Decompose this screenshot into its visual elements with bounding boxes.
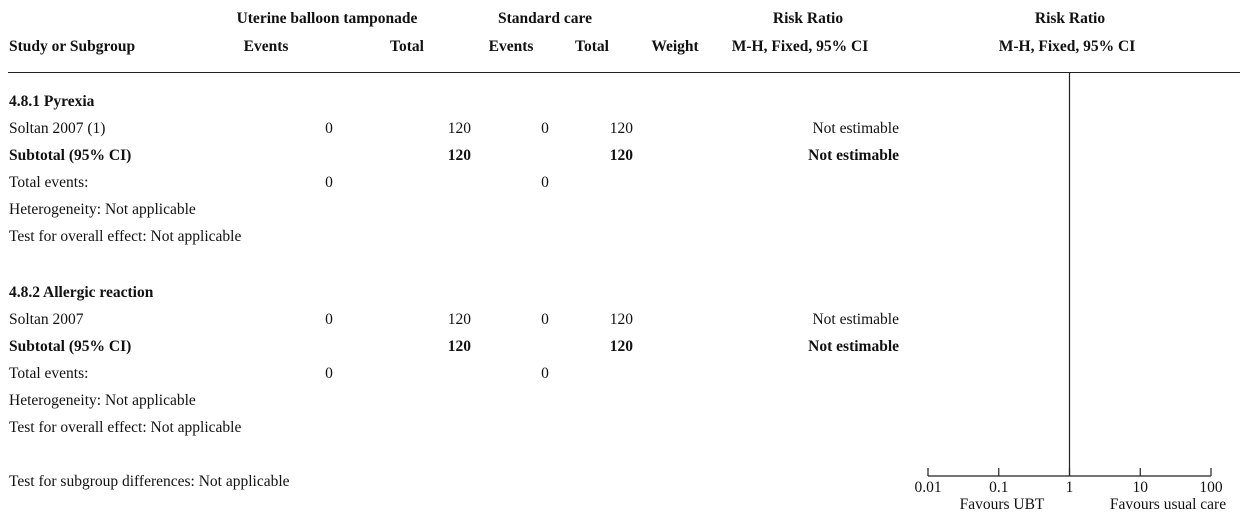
weight-column-header: Weight: [651, 38, 699, 55]
x-tick-label: 10: [1133, 479, 1149, 496]
total-events2: 0: [541, 174, 549, 191]
overall-effect-text: Test for overall effect: Not applicable: [9, 228, 242, 245]
study-effect: Not estimable: [812, 311, 899, 328]
study-total1: 120: [447, 120, 471, 137]
x-tick-label: 100: [1199, 479, 1223, 496]
study-events1: 0: [325, 311, 333, 328]
favours-left-label: Favours UBT: [959, 496, 1045, 513]
subtotal-total2: 120: [609, 147, 633, 164]
study-total1: 120: [447, 311, 471, 328]
study-events1: 0: [325, 120, 333, 137]
x-tick-label: 0.1: [989, 479, 1008, 496]
study-total2: 120: [609, 120, 633, 137]
subtotal-total2: 120: [609, 338, 633, 355]
overall-effect-text: Test for overall effect: Not applicable: [9, 419, 242, 436]
subgroup-title: 4.8.2 Allergic reaction: [9, 284, 154, 301]
study-name: Soltan 2007 (1): [9, 120, 106, 137]
study-effect: Not estimable: [812, 120, 899, 137]
total1-column-header: Total: [390, 38, 424, 55]
study-total2: 120: [609, 311, 633, 328]
subgroup-differences-text: Test for subgroup differences: Not appli…: [9, 473, 290, 490]
total-events1: 0: [325, 365, 333, 382]
subtotal-effect: Not estimable: [808, 147, 899, 164]
subgroup-title: 4.8.1 Pyrexia: [9, 93, 95, 110]
favours-right-label: Favours usual care: [1109, 496, 1227, 513]
group1-header: Uterine balloon tamponade: [236, 10, 418, 27]
subtotal-label: Subtotal (95% CI): [9, 338, 132, 355]
heterogeneity-text: Heterogeneity: Not applicable: [9, 201, 196, 218]
risk-ratio-plot-method-header: M-H, Fixed, 95% CI: [998, 38, 1136, 55]
x-tick-label: 1: [1066, 479, 1074, 496]
heterogeneity-text: Heterogeneity: Not applicable: [9, 392, 196, 409]
events1-column-header: Events: [243, 38, 289, 55]
total-events1: 0: [325, 174, 333, 191]
study-name: Soltan 2007: [9, 311, 84, 328]
risk-ratio-plot-header: Risk Ratio: [1034, 10, 1106, 27]
group2-header: Standard care: [497, 10, 593, 27]
subtotal-total1: 120: [447, 147, 471, 164]
x-tick-label: 0.01: [914, 479, 941, 496]
events2-column-header: Events: [488, 38, 534, 55]
study-events2: 0: [541, 311, 549, 328]
header-divider: [8, 72, 1240, 73]
total-events-label: Total events:: [9, 174, 89, 191]
total-events-label: Total events:: [9, 365, 89, 382]
subtotal-label: Subtotal (95% CI): [9, 147, 132, 164]
subtotal-total1: 120: [447, 338, 471, 355]
risk-ratio-method-header: M-H, Fixed, 95% CI: [731, 38, 869, 55]
total-events2: 0: [541, 365, 549, 382]
study-events2: 0: [541, 120, 549, 137]
total2-column-header: Total: [575, 38, 609, 55]
subtotal-effect: Not estimable: [808, 338, 899, 355]
study-column-header: Study or Subgroup: [9, 38, 136, 55]
risk-ratio-header: Risk Ratio: [772, 10, 844, 27]
